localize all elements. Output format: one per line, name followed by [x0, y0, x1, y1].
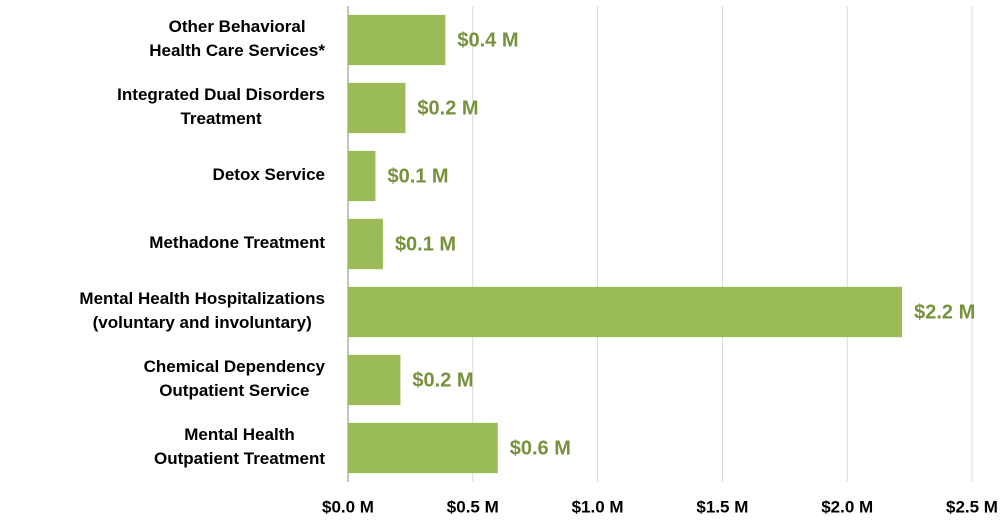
- y-tick-label: Integrated Dual Disorders Treatment: [117, 85, 325, 128]
- label-line: Treatment: [180, 109, 262, 128]
- y-tick-label: Mental Health Hospitalizations (voluntary…: [79, 289, 325, 332]
- x-tick-label: $2.0 M: [821, 497, 873, 516]
- label-line: Other Behavioral: [169, 17, 306, 36]
- value-label: $0.1 M: [387, 165, 448, 187]
- bar: [348, 422, 498, 474]
- x-tick-label: $2.5 M: [946, 497, 998, 516]
- value-label: $0.1 M: [395, 233, 456, 255]
- value-label: $2.2 M: [914, 301, 975, 323]
- label-line: Mental Health: [184, 425, 295, 444]
- bar: [348, 14, 446, 66]
- label-line: (voluntary and involuntary): [93, 313, 312, 332]
- label-line: Detox Service: [213, 165, 325, 184]
- x-tick-label: $0.0 M: [322, 497, 374, 516]
- label-line: Health Care Services*: [149, 41, 325, 60]
- bar: [348, 286, 903, 338]
- bar: [348, 82, 406, 134]
- y-tick-label: Other Behavioral Health Care Services*: [149, 17, 325, 60]
- value-label: $0.6 M: [510, 437, 571, 459]
- x-tick-label: $1.0 M: [572, 497, 624, 516]
- label-line: Outpatient Service: [159, 381, 309, 400]
- value-label: $0.2 M: [417, 97, 478, 119]
- bar: [348, 150, 376, 202]
- y-tick-label: Methadone Treatment: [149, 233, 325, 252]
- value-label: $0.2 M: [412, 369, 473, 391]
- bar: [348, 354, 401, 406]
- x-tick-label: $0.5 M: [447, 497, 499, 516]
- label-line: Mental Health Hospitalizations: [79, 289, 325, 308]
- y-tick-label: Chemical Dependency Outpatient Service: [144, 357, 326, 400]
- label-line: Chemical Dependency: [144, 357, 326, 376]
- label-line: Outpatient Treatment: [154, 449, 325, 468]
- label-line: Integrated Dual Disorders: [117, 85, 325, 104]
- bar: [348, 218, 383, 270]
- value-label: $0.4 M: [457, 29, 518, 51]
- x-tick-label: $1.5 M: [696, 497, 748, 516]
- label-line: Methadone Treatment: [149, 233, 325, 252]
- y-tick-label: Detox Service: [213, 165, 325, 184]
- y-tick-label: Mental Health Outpatient Treatment: [154, 425, 325, 468]
